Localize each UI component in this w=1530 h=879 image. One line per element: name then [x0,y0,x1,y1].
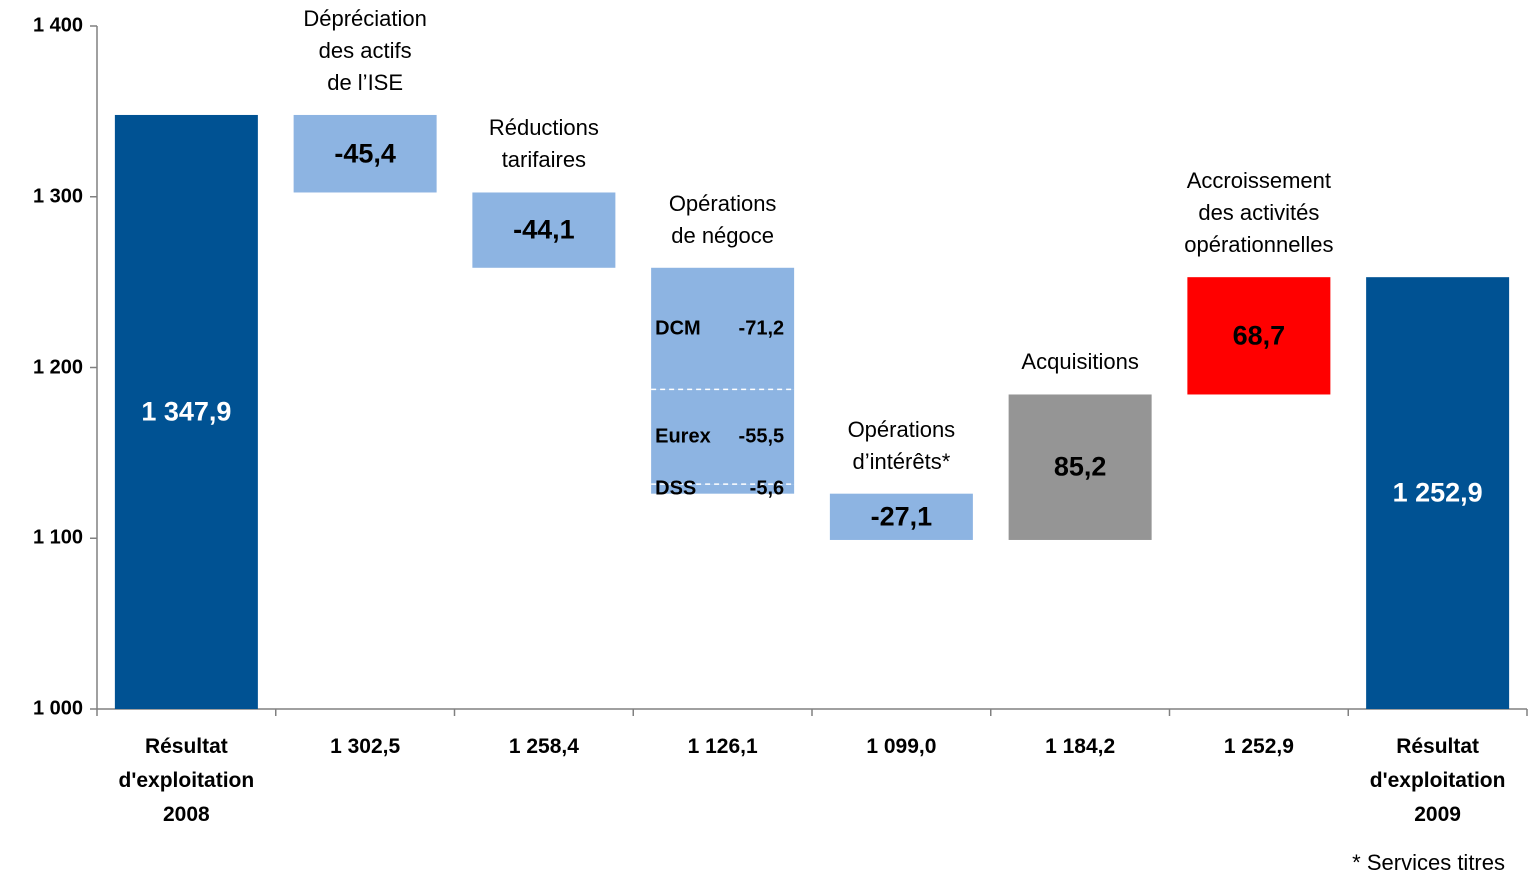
annotation: Acquisitions [1021,349,1139,375]
footnote: * Services titres [1352,850,1505,875]
annotation: Opérations de négoce [668,190,777,248]
y-tick-label: 1 400 [32,14,83,37]
x-tick-label: 1 302,5 [330,735,401,758]
x-tick-label: 1 258,4 [508,735,579,758]
value-label: -44,1 [513,214,575,245]
bar [1008,394,1152,540]
bar [651,267,795,390]
x-tick-label: 1 099,0 [866,735,937,758]
x-tick-label: Résultat d'exploitation 2009 [1369,735,1506,826]
bar [651,389,795,485]
y-tick-label: 1 200 [32,356,83,378]
bar [651,484,795,494]
annotation: Opérations d’intérêts* [847,416,956,474]
bar [1187,277,1331,395]
segment-name: Eurex [655,425,711,448]
x-tick-label: Résultat d'exploitation 2008 [118,735,255,826]
value-label: 85,2 [1053,451,1107,482]
bar [829,493,973,540]
value-label: -71,2 [738,317,785,340]
bar [1366,277,1510,709]
bar [472,192,616,268]
segment-name: DSS [655,477,697,500]
annotation: Réductions tarifaires [488,115,599,173]
y-tick-label: 1 300 [32,185,83,208]
x-tick-label: 1 252,9 [1223,735,1294,758]
value-label: -45,4 [334,138,396,169]
segment-name: DCM [655,317,701,340]
value-label: 68,7 [1232,320,1286,351]
y-tick-label: 1 000 [32,697,83,720]
x-tick-label: 1 126,1 [687,735,758,758]
value-label: 1 252,9 [1392,477,1483,508]
value-label: -55,5 [738,425,785,448]
annotation: Accroissement des activités opérationnel… [1184,168,1334,258]
bar [114,114,258,709]
value-label: 1 347,9 [141,396,232,427]
bar [293,114,437,193]
value-label: -27,1 [870,501,933,532]
annotation: Dépréciation des actifs de l’ISE [303,5,427,95]
x-tick-label: 1 184,2 [1045,735,1116,758]
y-tick-label: 1 100 [32,526,83,549]
value-label: -5,6 [749,477,785,500]
